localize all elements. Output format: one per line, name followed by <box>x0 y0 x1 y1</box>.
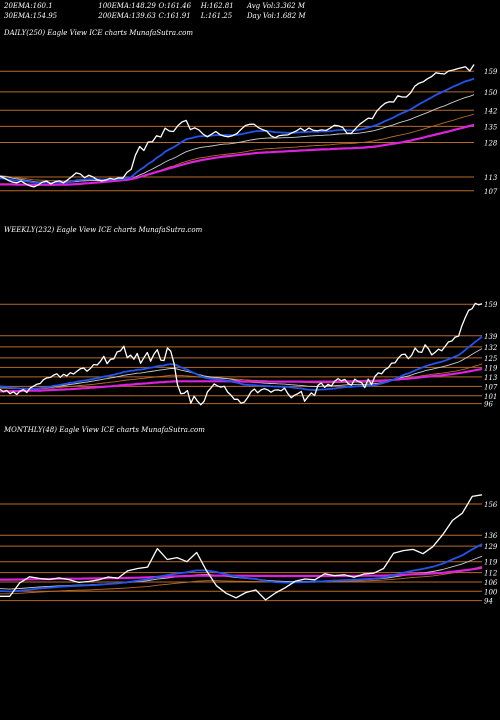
monthly-y-tick-label: 136 <box>484 532 498 540</box>
daily-y-tick-label: 159 <box>484 68 498 76</box>
monthly-y-tick-label: 119 <box>484 559 498 567</box>
avg-vol-readout: Avg Vol:3.362 M <box>247 2 305 10</box>
weekly-chart-title: WEEKLY(232) Eagle View ICE charts Munafa… <box>4 226 203 234</box>
weekly-y-tick-label: 113 <box>484 374 498 382</box>
daily-chart: 159 150 142 135 128 113 107 <box>0 64 498 196</box>
daily-y-tick-label: 142 <box>484 107 498 115</box>
low-label: L: <box>200 12 208 20</box>
low-value: 161.25 <box>207 12 233 20</box>
weekly-y-tick-label: 101 <box>484 393 497 401</box>
daily-chart-title: DAILY(250) Eagle View ICE charts MunafaS… <box>4 29 193 37</box>
daily-ema-mid_a-line <box>0 94 475 183</box>
monthly-y-tick-label: 94 <box>484 598 493 606</box>
avg-vol-value: 3.362 M <box>275 2 306 10</box>
weekly-y-tick-label: 119 <box>484 364 498 372</box>
daily-y-tick-label: 150 <box>484 89 498 97</box>
ema100-readout: 100EMA:148.29 <box>98 2 156 10</box>
low-readout: L:161.25 <box>201 12 245 20</box>
monthly-y-tick-label: 112 <box>484 570 498 578</box>
ema200-readout: 200EMA:139.63 <box>98 12 156 20</box>
ema200-label: 200EMA: <box>98 12 132 20</box>
high-readout: H:162.81 <box>201 2 245 10</box>
ema100-value: 148.29 <box>131 2 156 10</box>
weekly-y-tick-label: 139 <box>484 333 498 341</box>
weekly-ema-slow-line <box>0 367 483 393</box>
monthly-chart-title: MONTHLY(48) Eagle View ICE charts Munafa… <box>4 426 205 434</box>
monthly-ema-fast-line <box>0 543 483 593</box>
open-readout: O:161.46 <box>158 2 198 10</box>
ema30-label: 30EMA: <box>4 12 33 20</box>
ema200-value: 139.63 <box>131 12 156 20</box>
open-label: O: <box>158 2 167 10</box>
daily-y-tick-label: 135 <box>484 123 498 131</box>
monthly-price-line <box>0 494 483 601</box>
indicator-header-row-1: 20EMA:160.1 100EMA:148.29 O:161.46 H:162… <box>4 2 305 10</box>
close-label: C: <box>158 12 167 20</box>
ema30-readout: 30EMA:154.95 <box>4 12 96 20</box>
close-readout: C:161.91 <box>158 12 198 20</box>
day-vol-label: Day Vol: <box>246 12 277 20</box>
daily-y-tick-label: 113 <box>484 174 498 182</box>
daily-ema-brown-line <box>0 113 475 182</box>
monthly-y-tick-label: 106 <box>484 579 498 587</box>
weekly-y-tick-label: 96 <box>484 401 493 409</box>
ema20-readout: 20EMA:160.1 <box>4 2 96 10</box>
ema30-value: 154.95 <box>32 12 58 20</box>
ema20-label: 20EMA: <box>4 2 33 10</box>
monthly-y-tick-label: 129 <box>484 543 498 551</box>
close-value: 161.91 <box>166 12 191 20</box>
daily-price-line <box>0 64 475 188</box>
open-value: 161.46 <box>166 2 192 10</box>
ema20-value: 160.1 <box>32 2 53 10</box>
weekly-y-tick-label: 159 <box>484 301 498 309</box>
daily-ema-fast-line <box>0 77 475 184</box>
weekly-y-tick-label: 132 <box>484 344 498 352</box>
daily-ema-slow-line <box>0 123 475 186</box>
indicator-header-row-2: 30EMA:154.95 200EMA:139.63 C:161.91 L:16… <box>4 12 306 20</box>
day-vol-readout: Day Vol:1.682 M <box>247 12 306 20</box>
weekly-ema-fast-line <box>0 335 483 391</box>
avg-vol-label: Avg Vol: <box>246 2 276 10</box>
weekly-y-tick-label: 107 <box>484 383 498 391</box>
monthly-ema-slow-line <box>0 566 483 581</box>
monthly-y-tick-label: 156 <box>484 501 498 509</box>
daily-y-tick-label: 107 <box>484 188 498 196</box>
high-label: H: <box>200 2 210 10</box>
monthly-y-tick-label: 100 <box>484 588 498 596</box>
daily-y-tick-label: 128 <box>484 140 498 148</box>
weekly-price-line <box>0 302 483 406</box>
high-value: 162.81 <box>209 2 234 10</box>
monthly-ema-brown-line <box>0 565 483 595</box>
weekly-y-tick-label: 125 <box>484 355 498 363</box>
ema100-label: 100EMA: <box>98 2 132 10</box>
day-vol-value: 1.682 M <box>276 12 306 20</box>
